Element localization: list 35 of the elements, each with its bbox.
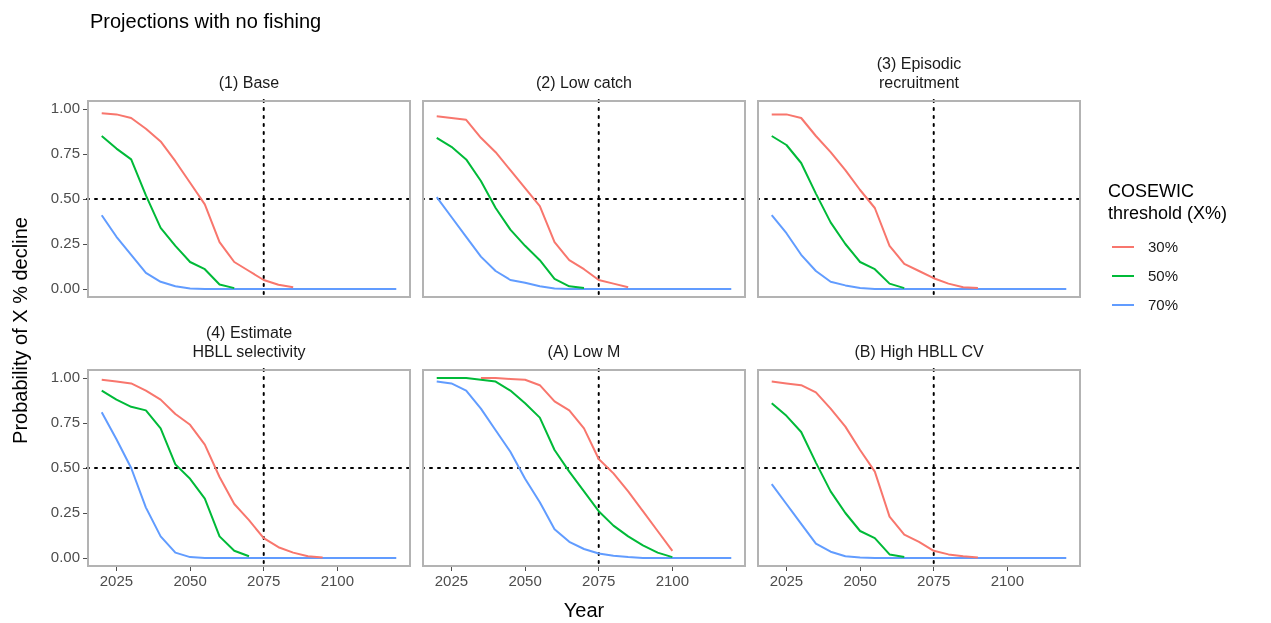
y-tick-label: 0.50 <box>50 458 80 476</box>
y-tick-label: 1.00 <box>50 99 80 117</box>
y-tick-label: 0.00 <box>50 279 80 297</box>
chart-title: (A) Low M <box>546 342 622 361</box>
legend-label: 50% <box>1148 267 1179 284</box>
y-tick-label: 0.00 <box>50 548 80 566</box>
x-tick-label: 2025 <box>769 572 804 590</box>
x-tick-label: 2050 <box>843 572 877 590</box>
x-tick-label: 2100 <box>655 572 690 590</box>
x-tick-label: 2075 <box>247 572 281 590</box>
text: Projections with no fishing <box>90 10 322 33</box>
x-tick-label: 2025 <box>434 572 469 590</box>
chart-title: (3) Episodic recruitment <box>875 54 963 92</box>
legend-label: 30% <box>1148 238 1179 255</box>
y-tick-label: 0.25 <box>50 234 80 252</box>
y-tick-label: 0.75 <box>50 144 80 162</box>
y-axis-title: Probability of X % decline <box>8 216 32 446</box>
legend-label: 70% <box>1148 296 1179 313</box>
x-tick-label: 2025 <box>99 572 134 590</box>
y-tick-label: 0.25 <box>50 503 80 521</box>
x-tick-label: 2100 <box>990 572 1025 590</box>
chart-title: (2) Low catch <box>534 73 633 92</box>
x-tick-label: 2075 <box>917 572 951 590</box>
x-tick-label: 2100 <box>320 572 355 590</box>
y-tick-label: 0.50 <box>50 189 80 207</box>
chart-title: (4) Estimate HBLL selectivity <box>191 323 307 361</box>
y-tick-label: 0.75 <box>50 413 80 431</box>
x-axis-title: Year <box>562 599 606 622</box>
chart-title: (1) Base <box>217 73 281 92</box>
y-tick-label: 1.00 <box>50 368 80 386</box>
x-tick-label: 2050 <box>173 572 207 590</box>
chart-title: (B) High HBLL CV <box>853 342 985 361</box>
legend-title: COSEWIC threshold (X%) <box>1108 180 1228 224</box>
x-tick-label: 2075 <box>582 572 616 590</box>
x-tick-label: 2050 <box>508 572 542 590</box>
